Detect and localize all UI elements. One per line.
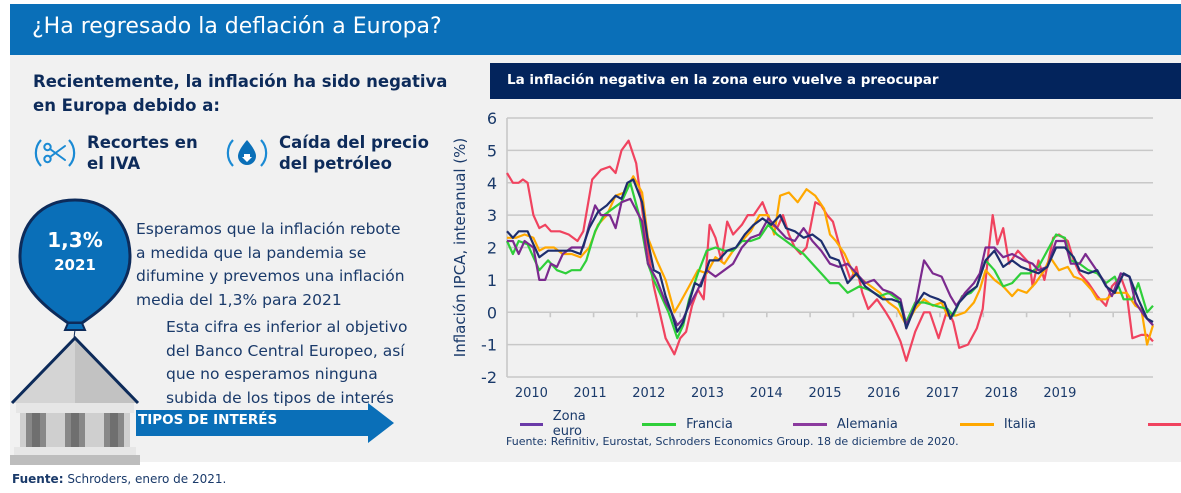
content-panel bbox=[10, 55, 1181, 462]
y-tick-label: -2 bbox=[481, 368, 497, 387]
legend-swatch bbox=[792, 422, 827, 426]
oil-drop-icon bbox=[226, 139, 268, 167]
footer-label: Fuente: bbox=[12, 472, 64, 486]
y-tick-label: 4 bbox=[487, 174, 497, 193]
legend-item: Italia bbox=[959, 409, 1036, 439]
legend-item: Zona euro bbox=[520, 409, 597, 439]
balloon-year: 2021 bbox=[54, 256, 96, 274]
x-tick-label: 2017 bbox=[926, 386, 959, 401]
reason-label-line1: Recortes en bbox=[87, 133, 198, 152]
reason-oil-price: Caída del precio del petróleo bbox=[225, 131, 429, 175]
legend-label: Francia bbox=[686, 416, 733, 432]
ecb-line: Esta cifra es inferior al objetivo bbox=[166, 318, 408, 336]
legend-item: Francia bbox=[642, 409, 733, 439]
header-banner: ¿Ha regresado la deflación a Europa? bbox=[10, 4, 1181, 55]
series-line-españa bbox=[506, 139, 1154, 362]
y-tick-label: 1 bbox=[487, 271, 497, 290]
series-line-zona-euro bbox=[506, 178, 1154, 333]
forecast-line: media del 1,3% para 2021 bbox=[136, 290, 342, 309]
y-axis-label: Inflación IPCA, interanual (%) bbox=[451, 138, 469, 357]
inflation-chart: 6 5 4 3 2 1 0 -1 -2 2010 2011 2012 2013 2014 2015 2016 2… bbox=[451, 109, 1155, 401]
x-tick-label: 2016 bbox=[867, 386, 900, 401]
ecb-line: del Banco Central Europeo, así bbox=[166, 341, 405, 360]
arrow-label: TIPOS DE INTERÉS bbox=[138, 412, 278, 428]
chart-title-bar: La inflación negativa en la zona euro vu… bbox=[490, 63, 1181, 99]
x-tick-label: 2013 bbox=[691, 386, 724, 401]
y-tick-label: 5 bbox=[487, 141, 497, 160]
legend-item: España bbox=[1147, 409, 1181, 439]
legend-label: Alemania bbox=[836, 416, 898, 432]
forecast-text: Esperamos que la inflación rebote a medi… bbox=[136, 218, 405, 312]
series-line-francia bbox=[505, 181, 1154, 340]
interest-rate-arrow bbox=[136, 403, 394, 443]
y-tick-label: -1 bbox=[481, 336, 497, 355]
ecb-text: Esta cifra es inferior al objetivo del B… bbox=[166, 316, 408, 410]
x-tick-label: 2011 bbox=[574, 386, 607, 401]
reason-label-line2: el IVA bbox=[87, 154, 141, 173]
legend-swatch bbox=[1147, 422, 1181, 426]
reason-vat-cuts: Recortes en el IVA bbox=[33, 131, 198, 175]
scissors-icon bbox=[34, 139, 76, 167]
ecb-line: subida de los tipos de interés bbox=[166, 388, 394, 407]
forecast-line: a medida que la pandemia se bbox=[136, 243, 367, 262]
forecast-line: Esperamos que la inflación rebote bbox=[136, 220, 401, 238]
y-tick-label: 2 bbox=[487, 239, 497, 258]
x-tick-label: 2012 bbox=[632, 386, 665, 401]
y-tick-label: 0 bbox=[487, 303, 497, 322]
x-tick-label: 2015 bbox=[808, 386, 841, 401]
lead-text: Recientemente, la inflación ha sido nega… bbox=[33, 72, 448, 115]
reason-label-line1: Caída del precio bbox=[279, 133, 429, 152]
x-tick-label: 2010 bbox=[515, 386, 548, 401]
footer-source: Fuente: Schroders, enero de 2021. bbox=[12, 472, 226, 486]
chart-legend: Zona euro Francia Alemania Italia España bbox=[520, 409, 1181, 439]
legend-label: Italia bbox=[1003, 416, 1036, 432]
legend-label: Zona euro bbox=[552, 409, 586, 439]
chart-title: La inflación negativa en la zona euro vu… bbox=[507, 72, 939, 88]
legend-swatch bbox=[642, 422, 677, 426]
y-tick-label: 6 bbox=[487, 109, 497, 128]
legend-item: Alemania bbox=[792, 409, 898, 439]
page-title: ¿Ha regresado la deflación a Europa? bbox=[32, 14, 442, 39]
ecb-line: que no esperamos ninguna bbox=[166, 365, 378, 383]
x-tick-label: 2019 bbox=[1043, 386, 1076, 401]
reason-label-line2: del petróleo bbox=[279, 154, 392, 173]
legend-swatch bbox=[520, 422, 543, 426]
central-bank-icon bbox=[10, 198, 140, 465]
forecast-line: difumine y prevemos una inflación bbox=[136, 267, 405, 285]
series-line-alemania bbox=[507, 197, 1154, 327]
series-line-italia bbox=[507, 175, 1155, 346]
chart-source: Fuente: Refinitiv, Eurostat, Schroders E… bbox=[506, 435, 959, 448]
x-tick-label: 2014 bbox=[750, 386, 783, 401]
x-tick-label: 2018 bbox=[985, 386, 1018, 401]
balloon-value: 1,3% bbox=[47, 228, 103, 252]
y-tick-label: 3 bbox=[487, 206, 497, 225]
footer-text: Schroders, enero de 2021. bbox=[63, 472, 227, 486]
legend-swatch bbox=[959, 422, 994, 426]
